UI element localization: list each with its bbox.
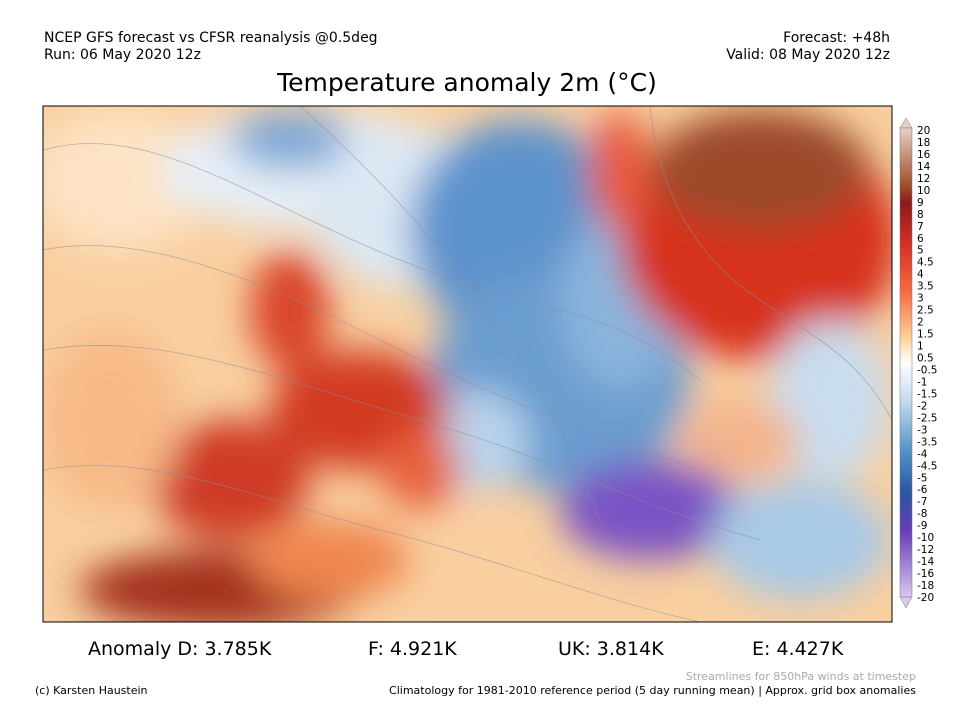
- header-left: NCEP GFS forecast vs CFSR reanalysis @0.…: [44, 30, 378, 46]
- colorbar-label: 16: [917, 149, 931, 161]
- colorbar-label: -8: [917, 508, 927, 520]
- colorbar-label: -2: [917, 400, 927, 412]
- colorbar-label: 4: [917, 269, 924, 281]
- colorbar-label: -12: [917, 544, 934, 556]
- header-right: Forecast: +48h: [783, 30, 890, 46]
- colorbar-label: 14: [917, 161, 931, 173]
- colorbar-label: 1: [917, 341, 924, 353]
- colorbar-label: -1.5: [917, 388, 938, 400]
- map-frame: [42, 105, 893, 623]
- colorbar-label: -1: [917, 376, 927, 388]
- colorbar-label: 18: [917, 137, 930, 149]
- colorbar-label: 2.5: [917, 305, 934, 317]
- colorbar-label: -5: [917, 472, 927, 484]
- colorbar-label: -3: [917, 424, 927, 436]
- colorbar-label: -3.5: [917, 436, 938, 448]
- map: [43, 106, 892, 622]
- colorbar-label: 3.5: [917, 281, 934, 293]
- colorbar-label: 1.5: [917, 329, 934, 341]
- colorbar-label: -6: [917, 484, 928, 496]
- colorbar-label: 5: [917, 245, 924, 257]
- colorbar-label: -10: [917, 532, 934, 544]
- colorbar-label: 12: [917, 173, 930, 185]
- colorbar-label: -0.5: [917, 364, 938, 376]
- colorbar-label: -16: [917, 568, 934, 580]
- colorbar-label: 2: [917, 317, 924, 329]
- colorbar-label: -4: [917, 448, 928, 460]
- colorbar-label: 4.5: [917, 257, 934, 269]
- footer-credit: (c) Karsten Haustein: [35, 684, 148, 697]
- colorbar: 201816141210987654.543.532.521.510.5-0.5…: [899, 117, 938, 609]
- colorbar-label: -4.5: [917, 460, 938, 472]
- colorbar-label: 0.5: [917, 353, 934, 365]
- stat: Anomaly D: 3.785K: [88, 638, 272, 660]
- stat: F: 4.921K: [368, 638, 457, 660]
- header-right: Valid: 08 May 2020 12z: [726, 47, 890, 63]
- stat: UK: 3.814K: [558, 638, 664, 660]
- colorbar-label: 7: [917, 221, 924, 233]
- colorbar-label: -7: [917, 496, 927, 508]
- colorbar-label: -9: [917, 520, 927, 532]
- footer-climatology: Climatology for 1981-2010 reference peri…: [389, 684, 916, 697]
- stat: E: 4.427K: [752, 638, 844, 660]
- colorbar-label: 9: [917, 197, 924, 209]
- colorbar-label: -18: [917, 580, 934, 592]
- colorbar-label: 10: [917, 185, 930, 197]
- colorbar-label: -20: [917, 592, 934, 604]
- colorbar-label: -14: [917, 556, 934, 568]
- colorbar-label: 20: [917, 125, 930, 137]
- colorbar-label: -2.5: [917, 412, 938, 424]
- map-title: Temperature anomaly 2m (°C): [276, 68, 657, 97]
- footer-note: Streamlines for 850hPa winds at timestep: [686, 670, 916, 683]
- colorbar-label: 6: [917, 233, 924, 245]
- header-left: Run: 06 May 2020 12z: [44, 47, 201, 63]
- colorbar-label: 8: [917, 209, 924, 221]
- colorbar-label: 3: [917, 293, 924, 305]
